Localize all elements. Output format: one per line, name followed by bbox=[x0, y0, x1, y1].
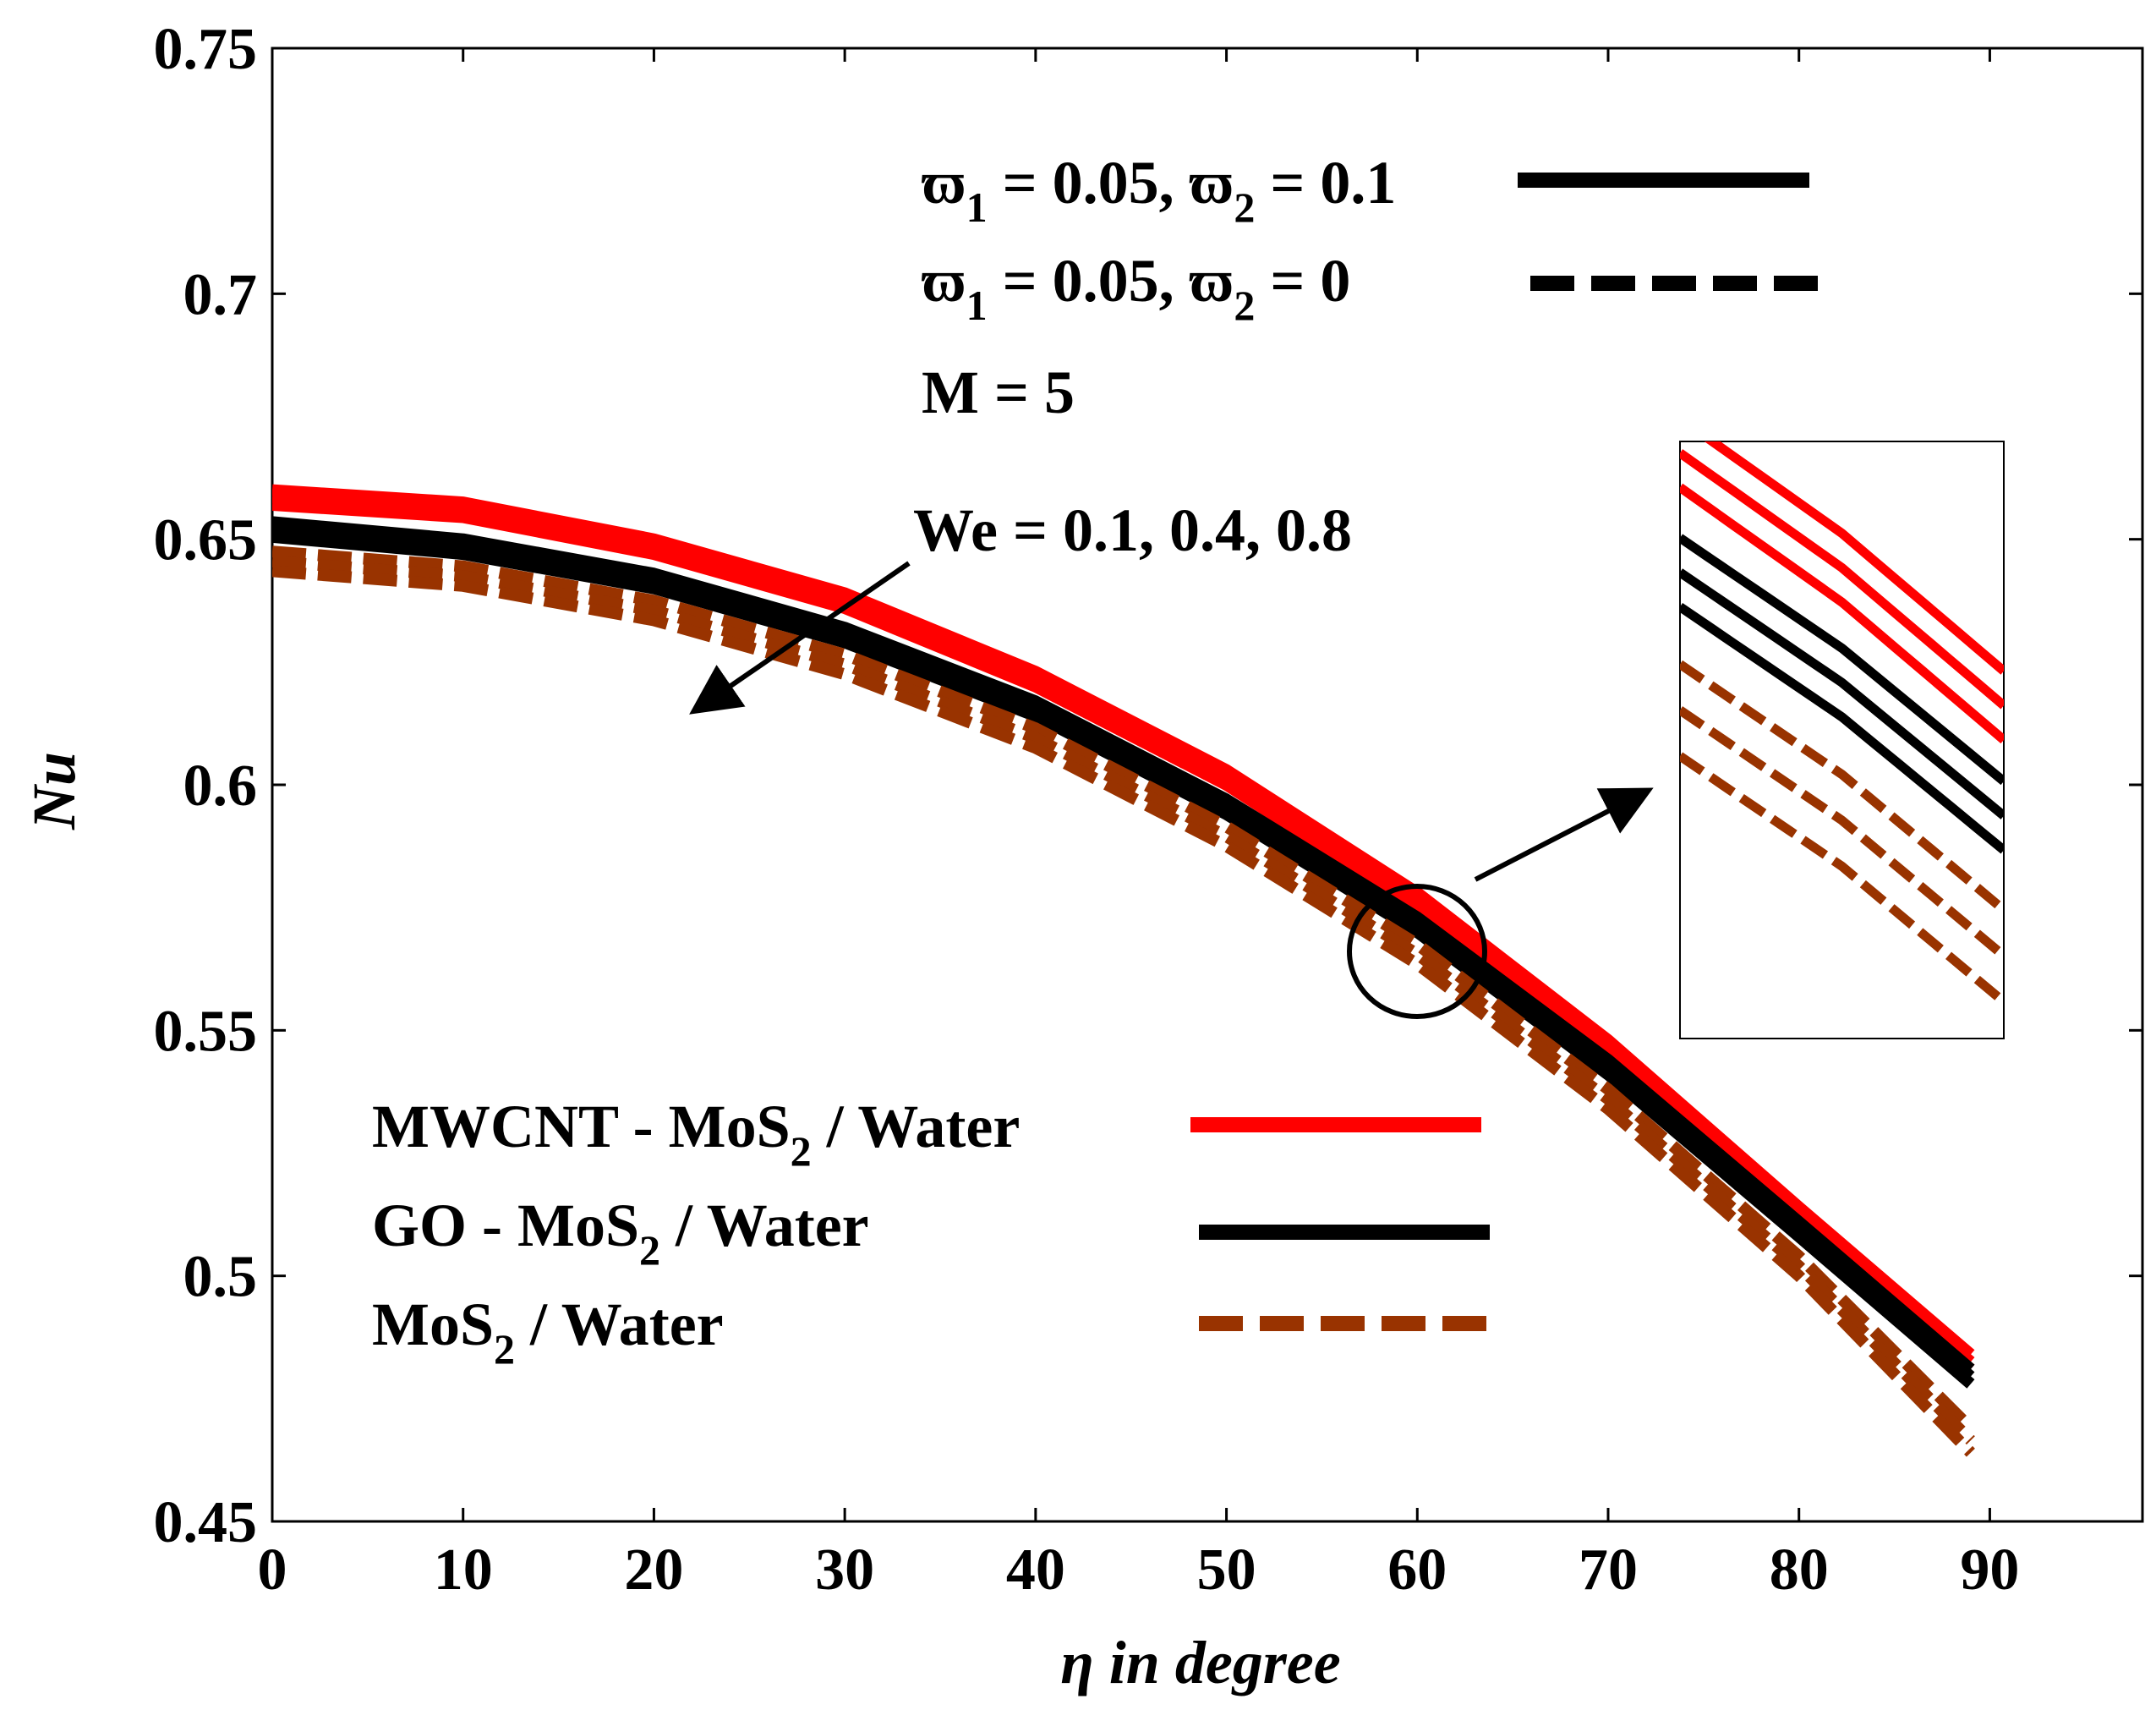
inset-series-line-4 bbox=[1680, 568, 2004, 819]
inset-series-line-1 bbox=[1680, 449, 2004, 710]
x-tick-label-4: 40 bbox=[1006, 1537, 1065, 1603]
legend-bottom: MWCNT - MoS2 / Water GO - MoS2 / Water M… bbox=[372, 1093, 1490, 1373]
inset-series-line-8 bbox=[1680, 752, 2004, 1006]
legend-top-entry-2: ϖ1 = 0.05, ϖ2 = 0 bbox=[922, 247, 1350, 329]
legend-top: ϖ1 = 0.05, ϖ2 = 0.1 ϖ1 = 0.05, ϖ2 = 0 M … bbox=[922, 149, 1822, 426]
legend-top-entry-1: ϖ1 = 0.05, ϖ2 = 0.1 bbox=[922, 149, 1396, 231]
series-line-7 bbox=[272, 555, 1975, 1445]
inset-series-line-7 bbox=[1680, 706, 2004, 960]
we-arrow bbox=[689, 561, 911, 715]
x-tick-label-9: 90 bbox=[1960, 1537, 2019, 1603]
zoom-ellipse bbox=[1347, 884, 1487, 1019]
x-tick-label-2: 20 bbox=[624, 1537, 683, 1603]
inset-series-line-5 bbox=[1680, 602, 2004, 854]
x-tick-labels: 0 10 20 30 40 50 60 70 80 90 bbox=[258, 1537, 2020, 1603]
series-line-6 bbox=[272, 545, 1975, 1433]
x-tick-label-8: 80 bbox=[1770, 1537, 1829, 1603]
legend-mwcnt-label: MWCNT - MoS2 / Water bbox=[372, 1093, 1020, 1175]
axis-ticks bbox=[271, 47, 2142, 1523]
inset-series-line-3 bbox=[1680, 534, 2004, 786]
x-axis-label: η in degree bbox=[1060, 1629, 1340, 1696]
y-tick-label-3: 0.6 bbox=[183, 754, 258, 819]
y-tick-label-6: 0.75 bbox=[154, 17, 258, 82]
zoom-arrow bbox=[1474, 787, 1654, 882]
series-line-5 bbox=[272, 530, 1975, 1389]
y-tick-label-5: 0.7 bbox=[183, 262, 258, 327]
legend-go-label: GO - MoS2 / Water bbox=[372, 1192, 869, 1274]
y-axis-label: Nu bbox=[20, 752, 88, 830]
we-annotation: We = 0.1, 0.4, 0.8 bbox=[913, 496, 1352, 564]
inset-series-layer bbox=[1680, 441, 2004, 1006]
y-tick-labels: 0.45 0.5 0.55 0.6 0.65 0.7 0.75 bbox=[154, 17, 258, 1555]
x-tick-label-7: 70 bbox=[1579, 1537, 1638, 1603]
inset-plot bbox=[1679, 441, 2005, 1039]
inset-series-line-0 bbox=[1704, 441, 2004, 675]
param-text: M = 5 bbox=[922, 359, 1075, 426]
x-tick-label-0: 0 bbox=[258, 1537, 287, 1603]
x-tick-label-3: 30 bbox=[815, 1537, 874, 1603]
x-tick-label-5: 50 bbox=[1197, 1537, 1256, 1603]
legend-mos2-label: MoS2 / Water bbox=[372, 1291, 724, 1373]
x-tick-label-6: 60 bbox=[1387, 1537, 1447, 1603]
series-line-8 bbox=[272, 565, 1975, 1457]
inset-series-line-6 bbox=[1680, 660, 2004, 914]
y-tick-label-0: 0.45 bbox=[154, 1490, 258, 1555]
x-tick-label-1: 10 bbox=[434, 1537, 493, 1603]
series-layer bbox=[272, 484, 1975, 1457]
inset-series-line-2 bbox=[1680, 483, 2004, 744]
y-tick-label-2: 0.55 bbox=[154, 999, 258, 1064]
y-tick-label-1: 0.5 bbox=[183, 1245, 258, 1310]
y-tick-label-4: 0.65 bbox=[154, 508, 258, 573]
